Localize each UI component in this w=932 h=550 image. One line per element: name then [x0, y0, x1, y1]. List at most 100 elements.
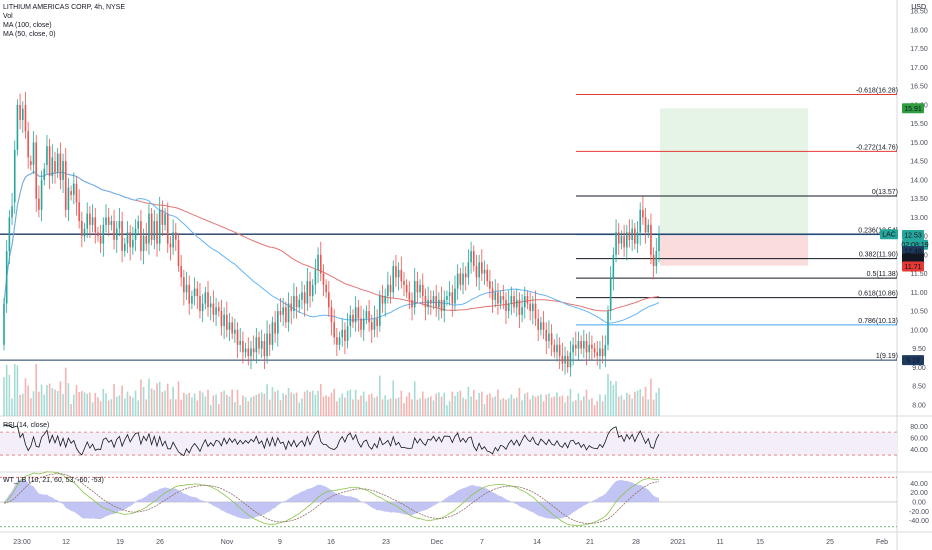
candle-body [91, 217, 94, 225]
candle-body [658, 234, 660, 252]
candle-body [481, 262, 483, 274]
volume-bar [486, 394, 489, 416]
volume-bar [419, 398, 421, 416]
price-tick-label: 13.50 [910, 196, 928, 203]
candle-body [411, 299, 413, 308]
rsi-tick-label: 40.00 [910, 447, 928, 454]
volume-bar [360, 395, 362, 416]
price-tick-label: 11.50 [911, 271, 928, 278]
volume-bar [341, 393, 344, 416]
time-tick-label: Nov [221, 539, 234, 546]
candle-body [510, 296, 513, 304]
volume-bar [5, 364, 8, 416]
volume-bar [142, 386, 145, 416]
candle-body [271, 322, 274, 345]
candle-body [558, 344, 561, 357]
price-badge-label: LAC [882, 232, 896, 239]
candle-body [279, 311, 282, 315]
volume-bar [475, 399, 478, 416]
price-tick-label: 17.00 [910, 65, 928, 72]
volume-bar [21, 393, 24, 416]
candle-body [537, 318, 540, 330]
volume-bar [467, 386, 470, 416]
candle-body [121, 221, 123, 252]
candle-body [285, 307, 287, 323]
volume-bar [105, 393, 107, 416]
volume-bar [553, 396, 556, 416]
volume-bar [282, 393, 284, 416]
volume-bar [636, 390, 639, 416]
volume-bar [387, 399, 389, 416]
volume-bar [215, 394, 217, 416]
volume-bar [129, 395, 131, 416]
candle-body [330, 307, 333, 323]
rsi-tick-label: 60.00 [910, 435, 928, 442]
volume-bar [349, 389, 352, 416]
price-tick-label: 10.00 [910, 327, 928, 334]
volume-bar [172, 386, 174, 416]
volume-bar [16, 365, 19, 416]
wt-tick-label: -20.00 [909, 509, 929, 516]
candle-body [209, 303, 212, 308]
volume-bar [384, 395, 386, 416]
volume-bar [459, 390, 462, 416]
candle-body [344, 329, 346, 342]
candle-body [580, 341, 582, 349]
time-tick-label: 7 [480, 539, 484, 546]
candle-body [352, 314, 354, 323]
volume-bar [62, 394, 64, 416]
candle-body [40, 179, 43, 210]
volume-bar [580, 400, 582, 416]
volume-bar [548, 393, 550, 416]
volume-bar [631, 398, 633, 416]
candle-body [59, 153, 62, 180]
candle-body [349, 314, 352, 327]
candle-body [164, 213, 166, 225]
volume-bar [569, 388, 572, 416]
candle-body [137, 221, 140, 229]
currency-label: USD [911, 4, 926, 11]
time-tick-label: 12 [62, 539, 70, 546]
candle-body [566, 356, 569, 368]
volume-bar [400, 390, 403, 416]
volume-bar [183, 392, 185, 416]
price-badge-label: 12.53 [904, 232, 922, 239]
volume-bar [118, 395, 121, 416]
candle-body [94, 217, 97, 233]
candle-body [266, 333, 268, 357]
candle-body [188, 284, 191, 304]
candle-body [373, 318, 376, 330]
volume-bar [566, 395, 569, 416]
candle-body [140, 221, 142, 252]
candle-body [376, 318, 378, 327]
candle-body [591, 344, 593, 349]
volume-bar [376, 396, 378, 416]
volume-bar [196, 400, 199, 416]
candle-body [526, 296, 529, 304]
volume-bar [174, 399, 177, 416]
volume-bar [642, 396, 644, 416]
candle-body [56, 153, 59, 173]
candle-body [126, 232, 129, 244]
candle-body [250, 348, 252, 357]
candle-body [3, 303, 5, 345]
candle-body [392, 266, 395, 293]
rsi-pane-label: RSI (14, close) [3, 422, 50, 429]
candle-body [421, 284, 424, 297]
candle-body [177, 239, 180, 267]
volume-bar [615, 381, 617, 416]
volume-bar [94, 392, 97, 416]
candle-body [180, 266, 182, 278]
candle-body [142, 236, 145, 252]
candle-body [370, 322, 373, 330]
candle-body [123, 243, 126, 252]
time-tick-label: 23 [382, 539, 390, 546]
price-tick-label: 11.00 [911, 290, 928, 297]
price-tick-label: 8.50 [912, 384, 926, 391]
volume-bar [91, 402, 94, 416]
candle-body [381, 296, 384, 304]
volume-bar [494, 396, 497, 416]
candle-body [217, 307, 220, 312]
